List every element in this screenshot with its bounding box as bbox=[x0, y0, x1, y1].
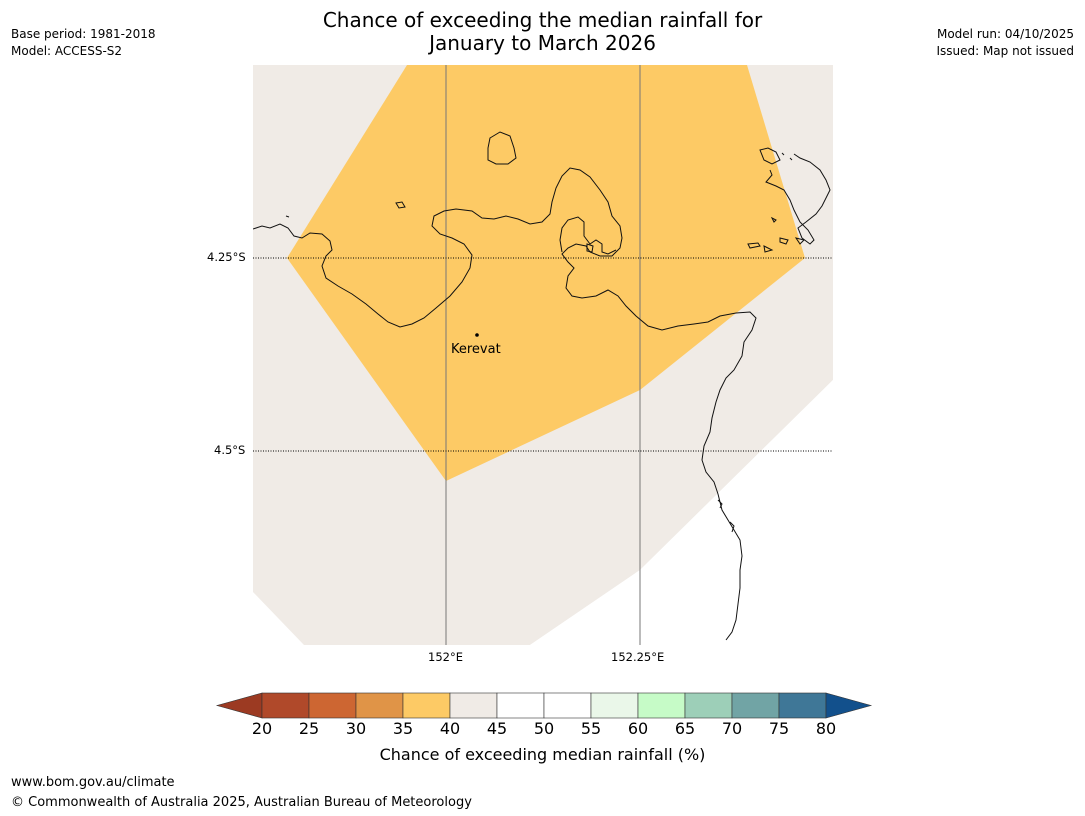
colorbar-extend-low bbox=[215, 692, 263, 719]
footer-url[interactable]: www.bom.gov.au/climate bbox=[11, 775, 175, 790]
lat-label-4-25s: 4.25°S bbox=[207, 250, 246, 264]
base-period: Base period: 1981-2018 bbox=[11, 27, 156, 41]
colorbar-tick-45: 45 bbox=[486, 719, 508, 738]
colorbar-tick-25: 25 bbox=[298, 719, 320, 738]
place-label-kerevat: Kerevat bbox=[451, 342, 501, 357]
model-name: Model: ACCESS-S2 bbox=[11, 44, 123, 58]
colorbar-cell-25-30 bbox=[308, 692, 357, 719]
lat-label-4-5s: 4.5°S bbox=[214, 443, 246, 457]
colorbar-cell-35-40 bbox=[402, 692, 451, 719]
colorbar-label: Chance of exceeding median rainfall (%) bbox=[379, 745, 706, 764]
probability-band-35-40 bbox=[287, 65, 805, 481]
colorbar-tick-50: 50 bbox=[533, 719, 555, 738]
colorbar-cell-75-80 bbox=[778, 692, 827, 719]
coastline bbox=[253, 131, 831, 641]
colorbar-tick-65: 65 bbox=[674, 719, 696, 738]
colorbar-tick-35: 35 bbox=[392, 719, 414, 738]
lon-label-152e: 152°E bbox=[428, 650, 463, 664]
colorbar-cell-45-50 bbox=[496, 692, 545, 719]
map-title-line-1: Chance of exceeding the median rainfall … bbox=[322, 8, 763, 32]
colorbar-cell-55-60 bbox=[590, 692, 639, 719]
colorbar-tick-55: 55 bbox=[580, 719, 602, 738]
probability-band-45-55 bbox=[530, 380, 833, 645]
kerevat-marker bbox=[475, 333, 479, 337]
colorbar-tick-20: 20 bbox=[251, 719, 273, 738]
footer-copyright: © Commonwealth of Australia 2025, Austra… bbox=[11, 795, 472, 810]
colorbar-cell-60-65 bbox=[637, 692, 686, 719]
colorbar-cell-65-70 bbox=[684, 692, 733, 719]
issued-status: Issued: Map not issued bbox=[936, 44, 1074, 58]
colorbar-cell-20-25 bbox=[261, 692, 310, 719]
colorbar-tick-60: 60 bbox=[627, 719, 649, 738]
colorbar-cell-70-75 bbox=[731, 692, 780, 719]
colorbar-extend-high bbox=[825, 692, 873, 719]
model-run: Model run: 04/10/2025 bbox=[936, 27, 1074, 41]
colorbar-cell-40-45 bbox=[449, 692, 498, 719]
colorbar-tick-75: 75 bbox=[768, 719, 790, 738]
map-title-line-2: January to March 2026 bbox=[429, 31, 656, 55]
colorbar-tick-70: 70 bbox=[721, 719, 743, 738]
colorbar-cell-50-55 bbox=[543, 692, 592, 719]
colorbar-cell-30-35 bbox=[355, 692, 404, 719]
colorbar-tick-40: 40 bbox=[439, 719, 461, 738]
colorbar-tick-30: 30 bbox=[345, 719, 367, 738]
colorbar-tick-80: 80 bbox=[815, 719, 837, 738]
lon-label-152-25e: 152.25°E bbox=[611, 650, 665, 664]
